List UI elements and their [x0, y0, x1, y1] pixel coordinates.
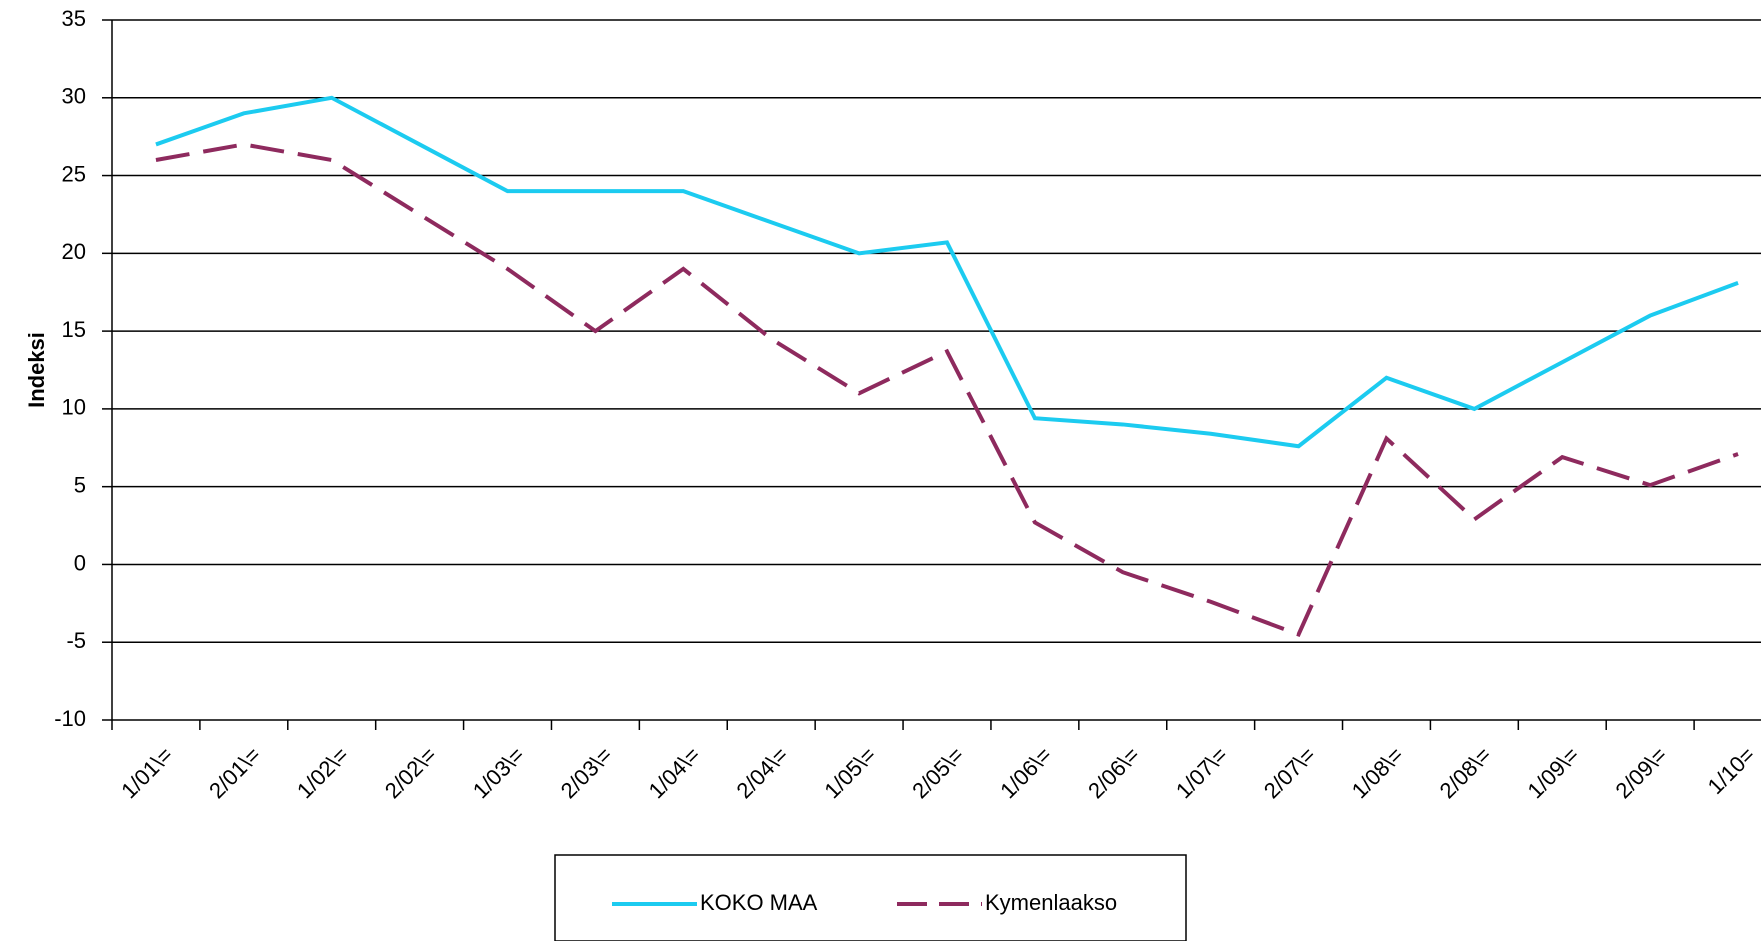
- x-tick-label: 1/07\=: [1171, 742, 1232, 803]
- y-tick-label: 25: [62, 161, 86, 186]
- x-tick-label: 1/10=: [1703, 742, 1760, 799]
- y-axis-label: Indeksi: [24, 332, 49, 408]
- legend-box: [554, 854, 1187, 941]
- y-tick-label: -5: [66, 628, 86, 653]
- series-line: [155, 142, 1739, 637]
- legend-label: KOKO MAA: [700, 890, 818, 915]
- y-tick-label: -10: [54, 706, 86, 731]
- y-tick-label: 10: [62, 395, 86, 420]
- legend-label: Kymenlaakso: [985, 890, 1117, 915]
- y-tick-label: 15: [62, 317, 86, 342]
- y-tick-label: 30: [62, 84, 86, 109]
- x-tick-label: 1/04\=: [644, 742, 705, 803]
- y-tick-label: 20: [62, 239, 86, 264]
- x-tick-label: 1/01\=: [116, 742, 177, 803]
- x-tick-label: 1/02\=: [292, 742, 353, 803]
- x-tick-label: 2/04\=: [731, 742, 792, 803]
- y-tick-label: 5: [74, 472, 86, 497]
- x-tick-label: 2/01\=: [204, 742, 265, 803]
- x-tick-label: 1/09\=: [1523, 742, 1584, 803]
- series-line: [155, 95, 1739, 449]
- y-tick-label: 35: [62, 6, 86, 31]
- x-tick-label: 1/03\=: [468, 742, 529, 803]
- x-tick-label: 2/06\=: [1083, 742, 1144, 803]
- x-tick-label: 2/05\=: [907, 742, 968, 803]
- x-tick-label: 2/07\=: [1259, 742, 1320, 803]
- x-tick-label: 2/09\=: [1610, 742, 1671, 803]
- x-tick-label: 1/05\=: [819, 742, 880, 803]
- x-tick-label: 1/08\=: [1347, 742, 1408, 803]
- y-tick-label: 0: [74, 550, 86, 575]
- x-tick-label: 2/02\=: [380, 742, 441, 803]
- x-tick-label: 2/03\=: [556, 742, 617, 803]
- x-tick-label: 1/06\=: [995, 742, 1056, 803]
- x-tick-label: 2/08\=: [1435, 742, 1496, 803]
